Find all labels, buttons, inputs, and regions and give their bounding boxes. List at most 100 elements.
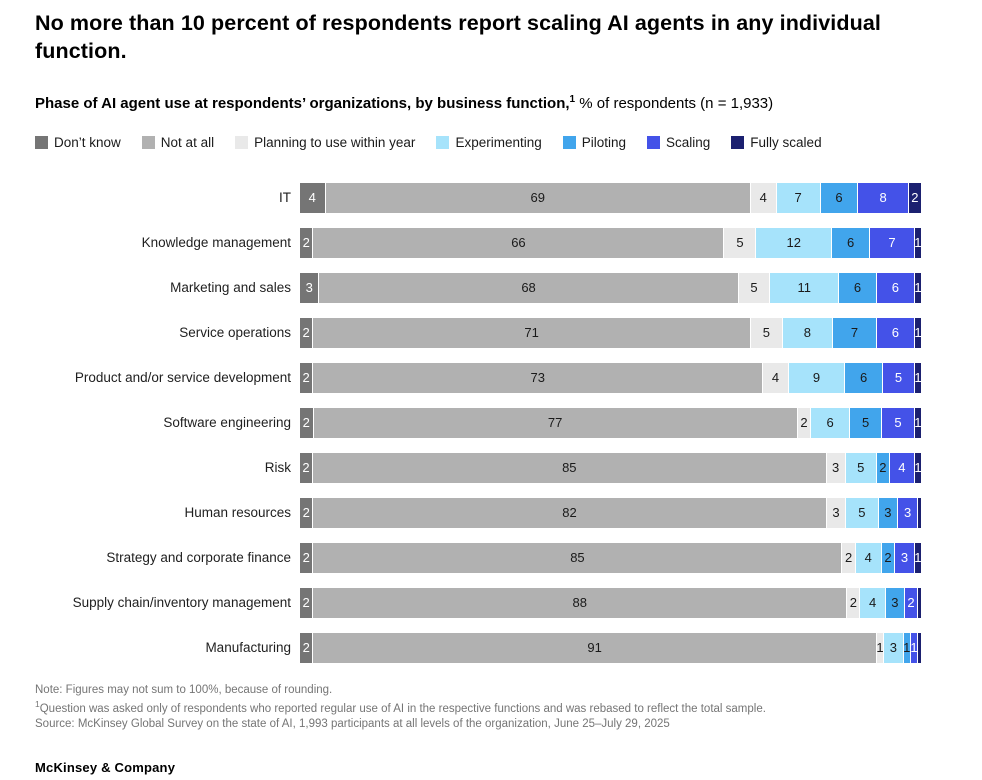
bar-segment: 3 bbox=[826, 452, 845, 483]
chart-notes: Note: Figures may not sum to 100%, becau… bbox=[35, 683, 947, 733]
category-label: Manufacturing bbox=[205, 640, 291, 656]
legend-item: Fully scaled bbox=[731, 134, 822, 150]
bar-segment: 2 bbox=[300, 587, 313, 618]
bar-segment: 2 bbox=[300, 452, 313, 483]
legend-swatch-icon bbox=[731, 135, 745, 149]
bar-segment: 91 bbox=[313, 632, 876, 663]
bar-segment: 68 bbox=[319, 272, 738, 303]
category-label: Risk bbox=[264, 460, 291, 476]
category-label: Supply chain/inventory management bbox=[72, 595, 291, 611]
legend-label: Don’t know bbox=[54, 134, 121, 150]
legend-item: Scaling bbox=[647, 135, 710, 150]
chart-row: Software engineering 2 77 2 6 5 5 1 bbox=[35, 407, 921, 438]
bar-segment: 3 bbox=[898, 497, 917, 528]
bar-segment: 7 bbox=[870, 227, 914, 258]
bar-segment: 4 bbox=[889, 452, 914, 483]
bar-segment: 6 bbox=[839, 272, 876, 303]
bar-segment: 1 bbox=[914, 452, 922, 483]
bar-segment: 66 bbox=[313, 227, 724, 258]
bar-segment: 1 bbox=[914, 407, 921, 438]
legend-label: Not at all bbox=[160, 134, 215, 150]
bar-segment: 2 bbox=[842, 542, 855, 573]
chart-subtitle-units: % of respondents (n = 1,933) bbox=[575, 95, 774, 113]
bar-segment: 71 bbox=[313, 317, 750, 348]
chart-row: Human resources 2 82 3 5 3 3 bbox=[35, 497, 921, 528]
bar-segment: 2 bbox=[300, 497, 313, 528]
bar-segment: 1 bbox=[914, 272, 922, 303]
bar-segment: 6 bbox=[876, 317, 914, 348]
bar-segment: 2 bbox=[876, 452, 889, 483]
legend-swatch-icon bbox=[562, 135, 576, 149]
bar-segment: 9 bbox=[788, 362, 845, 393]
stacked-bar: 2 77 2 6 5 5 1 bbox=[300, 407, 921, 438]
bar-segment: 77 bbox=[313, 407, 797, 438]
chart-row: Knowledge management 2 66 5 12 6 7 1 bbox=[35, 227, 922, 258]
source-note: Source: McKinsey Global Survey on the st… bbox=[35, 718, 670, 731]
bar-segment: 4 bbox=[750, 182, 776, 213]
bar-segment: 5 bbox=[845, 452, 876, 483]
category-label: Strategy and corporate finance bbox=[106, 550, 291, 566]
bar-segment: 8 bbox=[858, 182, 908, 213]
bar-segment: 5 bbox=[750, 317, 782, 348]
bar-segment: 4 bbox=[763, 362, 788, 393]
stacked-bar: 4 69 4 7 6 8 2 bbox=[300, 182, 921, 213]
bar-segment: 4 bbox=[855, 542, 881, 573]
chart-row: Service operations 2 71 5 8 7 6 1 bbox=[35, 317, 922, 348]
category-label: Service operations bbox=[179, 325, 291, 341]
legend-label: Scaling bbox=[666, 134, 711, 150]
stacked-bar: 2 82 3 5 3 3 bbox=[300, 497, 921, 528]
bar-segment: 1 bbox=[914, 362, 922, 393]
legend-swatch-icon bbox=[141, 135, 155, 149]
bar-segment bbox=[917, 497, 921, 528]
stacked-bar: 2 66 5 12 6 7 1 bbox=[300, 227, 922, 258]
bar-segment: 6 bbox=[811, 407, 849, 438]
category-label: Knowledge management bbox=[141, 235, 291, 251]
bar-segment: 88 bbox=[313, 587, 847, 618]
category-label: Product and/or service development bbox=[74, 370, 291, 386]
bar-segment: 2 bbox=[300, 362, 313, 393]
chart-row: Strategy and corporate finance 2 85 2 4 2 3 1 bbox=[35, 542, 922, 573]
bar-segment: 69 bbox=[325, 182, 750, 213]
bar-segment bbox=[918, 587, 922, 618]
bar-segment: 1 bbox=[876, 632, 884, 663]
bar-segment: 2 bbox=[881, 542, 895, 573]
category-label: Human resources bbox=[184, 505, 291, 521]
chart-row: Product and/or service development 2 73 4 9 6… bbox=[35, 362, 922, 393]
bar-segment: 2 bbox=[300, 632, 313, 663]
bar-segment: 1 bbox=[903, 632, 910, 663]
chart-row: IT 4 69 4 7 6 8 2 bbox=[35, 182, 921, 213]
bar-segment: 2 bbox=[847, 587, 860, 618]
bar-segment: 1 bbox=[914, 227, 922, 258]
legend-item: Planning to use within year bbox=[235, 135, 415, 150]
bar-segment: 85 bbox=[313, 542, 842, 573]
legend-swatch-icon bbox=[647, 135, 661, 149]
chart-row: Marketing and sales 3 68 5 11 6 6 1 bbox=[35, 272, 922, 303]
bar-segment: 2 bbox=[300, 542, 313, 573]
bar-segment: 6 bbox=[845, 362, 883, 393]
bar-segment: 5 bbox=[849, 407, 882, 438]
page-title: No more than 10 percent of respondents r… bbox=[35, 11, 881, 63]
bar-segment: 2 bbox=[300, 317, 313, 348]
bar-segment: 3 bbox=[300, 272, 319, 303]
stacked-bar: 2 73 4 9 6 5 1 bbox=[300, 362, 922, 393]
chart-row: Risk 2 85 3 5 2 4 1 bbox=[35, 452, 922, 483]
chart-legend: Don’t know Not at all Planning to use with… bbox=[35, 135, 947, 150]
bar-segment: 6 bbox=[876, 272, 914, 303]
bar-segment: 2 bbox=[908, 182, 921, 213]
stacked-bar: 3 68 5 11 6 6 1 bbox=[300, 272, 922, 303]
legend-item: Experimenting bbox=[436, 135, 542, 150]
stacked-bar-chart: IT 4 69 4 7 6 8 2 Knowledge management 2 66 5 12 6 7 1 M… bbox=[35, 182, 922, 663]
bar-segment: 82 bbox=[313, 497, 826, 528]
bar-segment: 73 bbox=[313, 362, 763, 393]
category-label: Software engineering bbox=[163, 415, 291, 431]
bar-segment: 8 bbox=[782, 317, 832, 348]
legend-swatch-icon bbox=[235, 135, 249, 149]
legend-item: Piloting bbox=[562, 135, 626, 150]
legend-label: Planning to use within year bbox=[254, 134, 416, 150]
bar-segment: 3 bbox=[895, 542, 914, 573]
bar-segment: 1 bbox=[910, 632, 918, 663]
stacked-bar: 2 85 3 5 2 4 1 bbox=[300, 452, 922, 483]
legend-label: Fully scaled bbox=[750, 134, 822, 150]
category-label: Marketing and sales bbox=[170, 280, 291, 296]
